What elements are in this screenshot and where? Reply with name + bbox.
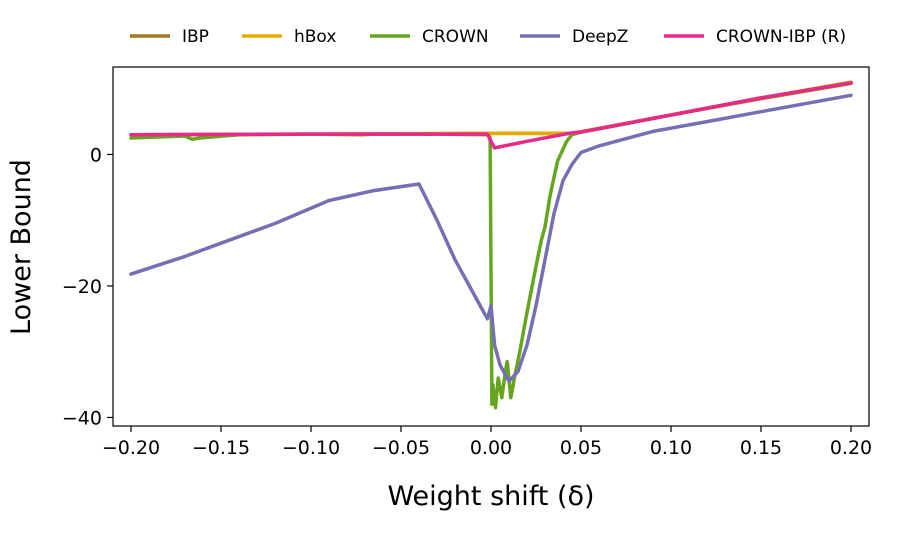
legend: IBP hBox CROWN DeepZ CROWN-IBP (R)	[130, 27, 846, 47]
series-line-ibp	[129, 81, 853, 137]
y-axis-label: Lower Bound	[6, 159, 37, 335]
x-tick-label: −0.10	[282, 437, 340, 459]
legend-label-crown-ibp-r: CROWN-IBP (R)	[716, 27, 846, 47]
x-tick-label: −0.20	[102, 437, 160, 459]
x-tick-label: 0.15	[740, 437, 782, 459]
series-line-crown	[129, 81, 853, 410]
series-line-deepz	[129, 93, 853, 384]
x-axis-label: Weight shift (δ)	[387, 481, 594, 512]
x-tick-label: 0.20	[830, 437, 872, 459]
tick-layer: −0.20 −0.15 −0.10 −0.05 0.00 0.05 0.10 0.15 0.20…	[62, 144, 872, 459]
x-tick-label: −0.15	[192, 437, 250, 459]
y-tick-label: −40	[62, 407, 102, 429]
x-tick-label: 0.05	[560, 437, 602, 459]
legend-label-deepz: DeepZ	[572, 27, 628, 47]
legend-label-ibp: IBP	[182, 27, 209, 47]
y-tick-label: 0	[90, 144, 102, 166]
x-tick-label: −0.05	[372, 437, 430, 459]
y-tick-label: −20	[62, 276, 102, 298]
series-line-crown-ibp-r	[129, 81, 853, 150]
legend-label-crown: CROWN	[422, 27, 489, 47]
series-line-hbox	[129, 80, 853, 137]
x-tick-label: 0.10	[650, 437, 692, 459]
series-layer	[129, 80, 853, 410]
x-tick-label: 0.00	[470, 437, 512, 459]
legend-label-hbox: hBox	[294, 27, 336, 47]
